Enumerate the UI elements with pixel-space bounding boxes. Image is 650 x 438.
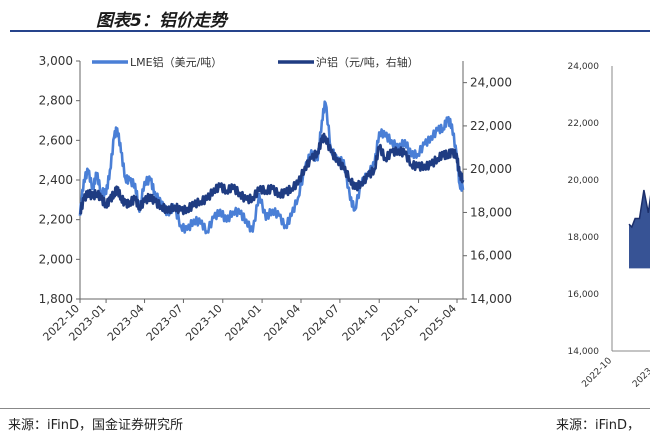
- crop-x-tick-label: 2023-01: [631, 356, 650, 390]
- crop-area-fill: [629, 190, 650, 269]
- crop-y-tick-label: 20,000: [568, 176, 600, 186]
- source-note-right: 来源：iFinD，: [556, 418, 641, 433]
- left-y-tick-label: 1,800: [39, 292, 73, 306]
- right-y-tick-label: 22,000: [470, 119, 512, 133]
- left-y-tick-label: 2,000: [39, 252, 73, 266]
- right-y-tick-label: 24,000: [470, 76, 512, 90]
- crop-y-tick-label: 24,000: [568, 62, 600, 72]
- crop-x-tick-label: 2022-10: [580, 356, 614, 390]
- x-tick-label: 2024-04: [261, 302, 303, 344]
- crop-y-tick-label: 18,000: [568, 233, 600, 243]
- legend-label-shfe: 沪铝（元/吨，右轴）: [316, 55, 419, 69]
- x-tick-label: 2025-04: [417, 302, 459, 344]
- left-y-tick-label: 2,400: [39, 173, 73, 187]
- figure-title: 图表5：铝价走势: [96, 11, 227, 31]
- left-y-tick-label: 2,600: [39, 133, 73, 147]
- x-tick-label: 2023-04: [105, 302, 147, 344]
- x-tick-label: 2024-07: [300, 302, 342, 344]
- left-y-tick-label: 2,800: [39, 94, 73, 108]
- lme-aluminum-line: [78, 100, 465, 235]
- right-y-tick-label: 18,000: [470, 205, 512, 219]
- right-y-tick-label: 16,000: [470, 249, 512, 263]
- shfe-aluminum-line: [79, 132, 465, 216]
- left-y-tick-label: 2,200: [39, 213, 73, 227]
- right-y-tick-label: 20,000: [470, 162, 512, 176]
- left-y-tick-label: 3,000: [39, 54, 73, 68]
- source-note-left: 来源：iFinD，国金证券研究所: [8, 418, 184, 433]
- x-tick-label: 2023-07: [144, 302, 186, 344]
- x-tick-label: 2023-10: [183, 302, 225, 344]
- report-header: 图表5：铝价走势: [0, 0, 650, 32]
- x-tick-label: 2024-01: [223, 302, 265, 344]
- crop-y-tick-label: 16,000: [568, 290, 600, 300]
- legend-label-lme: LME铝（美元/吨）: [130, 55, 222, 69]
- x-tick-label: 2025-01: [379, 302, 421, 344]
- crop-series-line: [628, 189, 650, 229]
- footer-rule: [0, 408, 650, 409]
- x-tick-label: 2024-10: [340, 302, 382, 344]
- crop-y-tick-label: 22,000: [568, 119, 600, 129]
- right-y-tick-label: 14,000: [470, 292, 512, 306]
- header-rule: [10, 30, 650, 32]
- crop-y-tick-label: 14,000: [568, 347, 600, 357]
